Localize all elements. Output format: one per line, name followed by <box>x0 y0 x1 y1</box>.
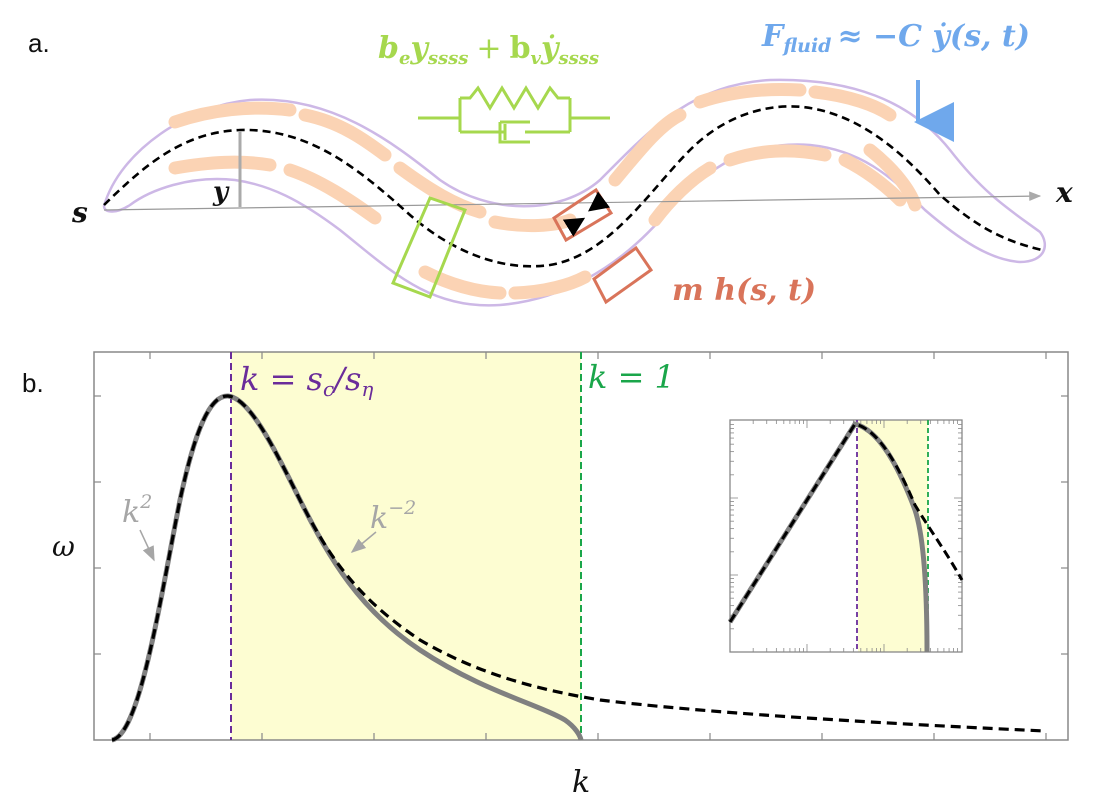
x-axis-label: x <box>1055 176 1073 209</box>
low-k-exponent: 2 <box>139 491 152 513</box>
muscle-band <box>508 270 592 300</box>
plus-sign: + <box>476 31 501 66</box>
arc-start-label: s <box>71 196 88 229</box>
dashed-dispersion-curve <box>111 394 1046 742</box>
inset-dashed-curve <box>728 422 964 623</box>
elastic-y-sub: ssss <box>427 48 469 69</box>
low-k-scaling-label: k2 <box>122 491 152 530</box>
muscle-band <box>723 144 832 167</box>
unity-line-label: k = 1 <box>588 358 675 396</box>
peak-slash: / <box>331 360 348 398</box>
shaded-region <box>231 352 581 740</box>
high-k-scaling-label: k−2 <box>370 497 416 536</box>
fluid-sub: fluid <box>781 35 831 57</box>
muscle-band <box>838 153 907 207</box>
high-k-exponent: −2 <box>388 497 416 519</box>
elastic-b: b <box>378 31 399 66</box>
muscle-bands <box>168 83 922 300</box>
viscous-b: b <box>510 31 531 66</box>
muscle-band <box>863 143 922 212</box>
fluid-force-equation: Ffluid ≈ −C ẏ(s, t) <box>761 19 1030 57</box>
viscous-sub: v <box>531 48 542 69</box>
svg-text:Ffluid≈ −C ẏ(s, t): Ffluid ≈ −C ẏ(s, t) <box>761 19 1030 57</box>
muscle-band <box>808 85 897 122</box>
high-k-base: k <box>370 501 388 536</box>
muscle-band <box>283 163 382 225</box>
omega-axis-label: ω <box>52 530 75 563</box>
high-k-arrow <box>350 531 377 553</box>
peak-s1-sub: c <box>323 377 334 401</box>
inset-plot <box>727 419 964 653</box>
fluid-rhs: ≈ −C ẏ(s, t) <box>837 19 1030 54</box>
muscle-element-box-bottom <box>592 245 654 305</box>
peak-s2: s <box>345 360 361 398</box>
muscle-element-box-top <box>552 187 614 243</box>
worm-midline <box>103 105 1043 268</box>
peak-k: k = <box>240 360 307 398</box>
inset-frame <box>729 419 963 653</box>
muscle-band <box>393 161 487 219</box>
y-label: y <box>212 177 230 207</box>
elastic-viscous-equation: beyssss + bvẏssss <box>378 31 599 69</box>
peak-s1: s <box>307 360 323 398</box>
muscle-band <box>648 161 717 227</box>
inset-ticks <box>729 420 962 653</box>
viscous-y-sub: ssss <box>557 48 599 69</box>
muscle-band <box>693 83 807 109</box>
elastic-y: y <box>409 31 430 66</box>
muscle-band <box>418 265 507 300</box>
muscle-band <box>608 108 687 187</box>
low-k-arrow <box>139 529 155 562</box>
viscous-y: ẏ <box>540 31 561 66</box>
muscle-band <box>168 101 297 129</box>
panel-a: a. y s x <box>28 19 1073 308</box>
muscle-activation-label: m h(s, t) <box>672 273 816 308</box>
axis-ticks <box>94 352 1068 740</box>
panel-a-label: a. <box>28 28 50 58</box>
svg-text:beyssss+bvẏssss: beyssss + bvẏssss <box>378 31 599 69</box>
panel-b: b. k2 k−2 k = sc/sη k = 1 ω k <box>22 351 1069 800</box>
k-axis-label: k <box>572 765 590 800</box>
muscle-band <box>168 155 277 175</box>
inset-shaded-region <box>858 420 928 652</box>
panel-b-label: b. <box>22 368 44 398</box>
x-axis-line <box>103 191 1042 211</box>
elastic-sub: e <box>399 48 410 69</box>
peak-line-label: k = sc/sη <box>240 360 373 401</box>
fluid-F: F <box>761 19 786 54</box>
low-k-base: k <box>122 495 140 530</box>
spring-dashpot-icon <box>418 85 610 144</box>
worm-body-outline <box>102 78 1046 307</box>
viscoelastic-element-box <box>390 196 467 299</box>
peak-s2-sub: η <box>361 377 373 401</box>
muscle-band <box>298 108 392 162</box>
contraction-arrow <box>588 191 610 212</box>
contraction-arrow <box>562 217 586 237</box>
